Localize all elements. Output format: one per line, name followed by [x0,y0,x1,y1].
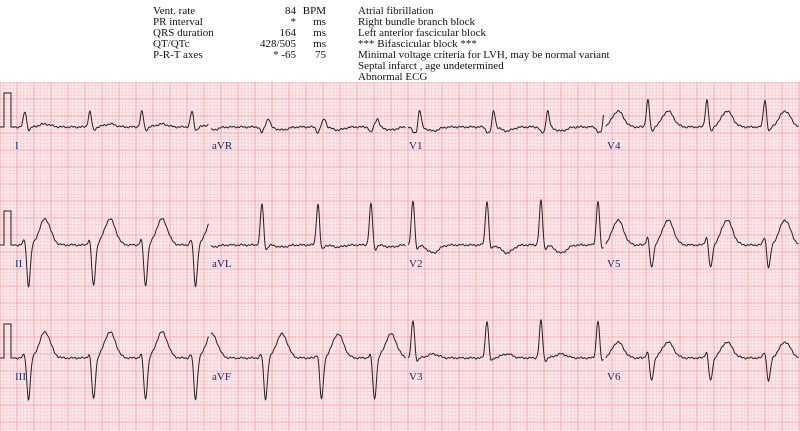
measurement-unit: BPM [302,5,326,17]
calibration-pulse [0,323,13,359]
interpretation-line: Septal infarct , age undetermined [358,60,504,72]
calibration-pulse [0,92,13,128]
lead-label: V4 [607,140,621,152]
measurement-label: P-R-T axes [153,49,203,61]
ecg-trace-V6 [605,341,799,382]
interpretation-line: Abnormal ECG [358,71,428,83]
measurement-unit: ms [313,27,326,39]
ecg-trace-V2 [407,199,604,255]
measurement-unit: ms [313,16,326,28]
ecg-trace-I [12,110,209,132]
lead-label: V2 [409,258,422,270]
lead-label: aVR [212,140,233,152]
measurement-unit: ms [313,38,326,50]
report-header: Vent. rate 84 BPM PR interval * ms QRS duratio… [0,0,800,83]
ecg-trace-III [12,331,209,401]
measurement-value: * -65 [273,49,296,61]
major-grid [0,82,800,431]
lead-label: aVF [212,371,231,383]
interpretation-line: Minimal voltage criteria for LVH, may be… [358,49,610,61]
minor-grid [0,82,800,431]
lead-label: II [15,258,23,270]
measurement-value: 84 [285,5,296,17]
measurement-label: QRS duration [153,27,214,39]
lead-label: I [15,140,19,152]
lead-label: aVL [212,258,232,270]
ecg-trace-V1 [407,110,604,134]
interpretation-line: Right bundle branch block [358,16,476,28]
ecg-trace-V5 [605,219,799,269]
interpretation-line: *** Bifascicular block *** [358,38,477,50]
ecg-paper [0,82,800,431]
measurement-label: Vent. rate [153,5,196,17]
measurement-value: 164 [279,27,297,39]
ecg-trace-II [12,218,209,288]
measurement-label: PR interval [153,16,203,28]
calibration-pulse [0,210,13,246]
ecg-trace-V4 [605,98,799,132]
lead-label: V5 [607,258,621,270]
interpretation-line: Left anterior fascicular block [358,27,486,39]
lead-label: V3 [409,371,423,383]
measurement-label: QT/QTc [153,38,190,50]
measurement-value: * [290,16,297,28]
lead-label: III [15,371,26,383]
measurement-value: 428/505 [259,38,296,50]
ecg-trace-V3 [407,319,604,362]
interpretation-line: Atrial fibrillation [358,5,434,17]
ecg-trace-aVF [210,332,406,401]
measurement-unit: 75 [315,49,326,61]
ecg-trace-aVR [210,118,406,134]
ecg-trace-aVL [210,202,406,251]
lead-label: V6 [607,371,621,383]
lead-label: V1 [409,140,422,152]
